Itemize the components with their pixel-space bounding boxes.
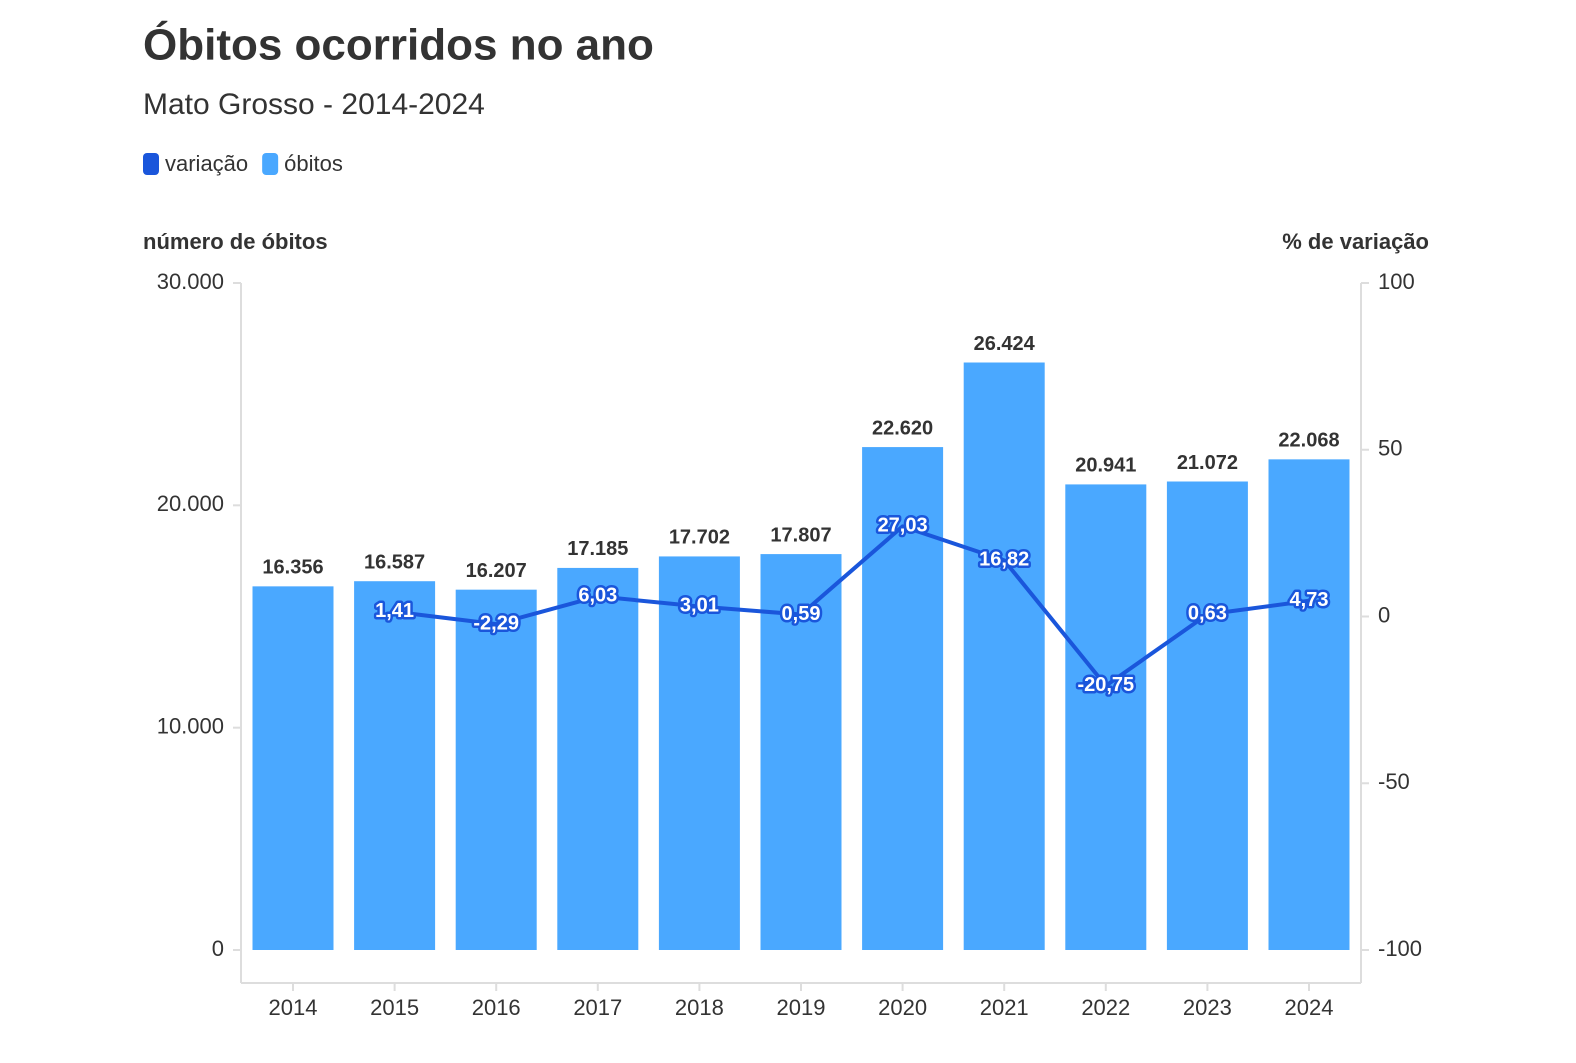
y2-axis-title: % de variação: [1282, 229, 1429, 254]
y-tick-label: 10.000: [157, 713, 224, 738]
bar-value-label: 16.587: [364, 551, 425, 573]
x-tick-label: 2019: [777, 995, 826, 1020]
line-value-label: 0,63: [1188, 603, 1227, 625]
y2-tick-label: -50: [1378, 769, 1410, 794]
line-value-label: 4,73: [1290, 589, 1329, 611]
bar-value-label: 17.702: [669, 527, 730, 549]
y-tick-label: 0: [212, 936, 224, 961]
line-value-label: 6,03: [578, 585, 617, 607]
x-tick-label: 2024: [1285, 995, 1334, 1020]
y2-tick-label: -100: [1378, 936, 1422, 961]
x-tick-label: 2020: [878, 995, 927, 1020]
x-tick-label: 2015: [370, 995, 419, 1020]
x-tick-label: 2018: [675, 995, 724, 1020]
bar-value-label: 22.068: [1278, 430, 1339, 452]
chart-title: Óbitos ocorridos no ano: [143, 20, 654, 70]
line-value-label: 27,03: [878, 515, 928, 537]
x-tick-label: 2022: [1081, 995, 1130, 1020]
y-tick-label: 30.000: [157, 269, 224, 294]
bar-value-label: 21.072: [1177, 452, 1238, 474]
y2-tick-label: 100: [1378, 269, 1415, 294]
bar: [963, 362, 1045, 950]
legend-swatch: [262, 153, 279, 175]
line-value-label: 3,01: [680, 595, 719, 617]
bar: [862, 447, 944, 950]
y-tick-label: 20.000: [157, 491, 224, 516]
bar-value-label: 16.356: [262, 557, 323, 579]
line-value-label: 16,82: [979, 549, 1029, 571]
bar-value-label: 20.941: [1075, 455, 1136, 477]
chart-subtitle: Mato Grosso - 2014-2024: [143, 88, 485, 121]
bar: [455, 589, 537, 950]
bar: [1065, 484, 1147, 950]
bar: [658, 556, 740, 950]
x-tick-label: 2014: [269, 995, 318, 1020]
bar: [1166, 481, 1248, 950]
y2-tick-label: 50: [1378, 436, 1402, 461]
bar: [760, 554, 842, 950]
bar-value-label: 16.207: [466, 560, 527, 582]
bar-value-label: 26.424: [974, 333, 1036, 355]
legend-label: variação: [165, 151, 248, 176]
bar-value-label: 17.807: [770, 524, 831, 546]
line-value-label: -20,75: [1077, 674, 1134, 696]
bar: [1268, 459, 1350, 950]
y2-tick-label: 0: [1378, 602, 1390, 627]
line-value-label: 0,59: [782, 603, 821, 625]
line-value-label: 1,41: [375, 600, 414, 622]
line: [394, 524, 1310, 688]
legend-label: óbitos: [284, 151, 343, 176]
x-tick-label: 2016: [472, 995, 521, 1020]
x-tick-label: 2023: [1183, 995, 1232, 1020]
bar-value-label: 17.185: [567, 538, 628, 560]
bar-value-label: 22.620: [872, 417, 933, 439]
x-tick-label: 2021: [980, 995, 1029, 1020]
x-tick-label: 2017: [573, 995, 622, 1020]
bar: [252, 586, 334, 950]
y-axis-title: número de óbitos: [143, 229, 328, 254]
line-value-label: -2,29: [473, 612, 519, 634]
bar: [354, 581, 436, 950]
legend-swatch: [143, 153, 159, 175]
bar: [557, 567, 639, 950]
